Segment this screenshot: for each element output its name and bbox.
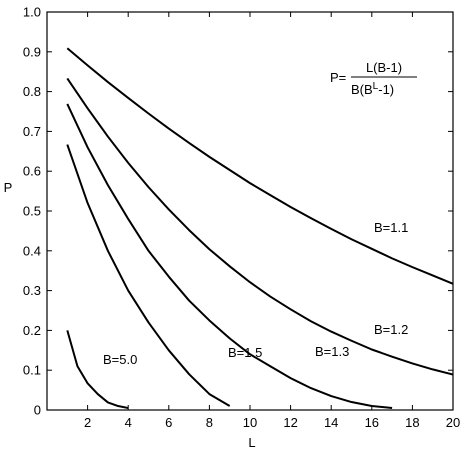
curve	[66, 144, 231, 407]
x-tick-label: 2	[84, 415, 91, 430]
formula-denominator-exp: L	[373, 81, 379, 92]
x-tick-label: 20	[446, 415, 460, 430]
y-tick-label: 1.0	[23, 5, 41, 20]
y-tick-label: 0.2	[23, 323, 41, 338]
y-tick-label: 0.4	[23, 243, 41, 258]
formula-numerator: L(B-1)	[366, 60, 402, 75]
x-tick-label: 18	[405, 415, 419, 430]
curve	[66, 103, 393, 410]
x-tick-label: 14	[324, 415, 338, 430]
formula-denominator-tail: -1)	[378, 82, 394, 97]
curve-label: B=1.1	[374, 220, 408, 235]
y-tick-label: 0.8	[23, 84, 41, 99]
formula: P= L(B-1) B(BL-1)	[330, 60, 417, 97]
curve-label: B=1.2	[374, 322, 408, 337]
curve-label: B=5.0	[103, 352, 137, 367]
curve	[66, 47, 454, 285]
y-tick-label: 0.7	[23, 124, 41, 139]
y-tick-label: 0.5	[23, 204, 41, 219]
x-tick-label: 10	[243, 415, 257, 430]
x-tick-label: 16	[365, 415, 379, 430]
curve-label: B=1.5	[228, 345, 262, 360]
x-axis-label: L	[248, 435, 255, 450]
y-tick-label: 0	[34, 403, 41, 418]
y-axis-label: P	[4, 180, 13, 195]
y-tick-label: 0.6	[23, 164, 41, 179]
formula-lhs: P=	[330, 70, 346, 85]
y-tick-label: 0.9	[23, 44, 41, 59]
x-tick-label: 8	[206, 415, 213, 430]
x-tick-label: 6	[165, 415, 172, 430]
formula-denominator: B(BL-1)	[351, 81, 394, 97]
y-tick-label: 0.3	[23, 283, 41, 298]
y-tick-label: 0.1	[23, 363, 41, 378]
formula-denominator-base: B(B	[351, 82, 373, 97]
x-tick-label: 12	[283, 415, 297, 430]
curve	[66, 77, 454, 376]
x-tick-label: 4	[125, 415, 132, 430]
curve-label: B=1.3	[315, 344, 349, 359]
curve	[66, 330, 129, 409]
